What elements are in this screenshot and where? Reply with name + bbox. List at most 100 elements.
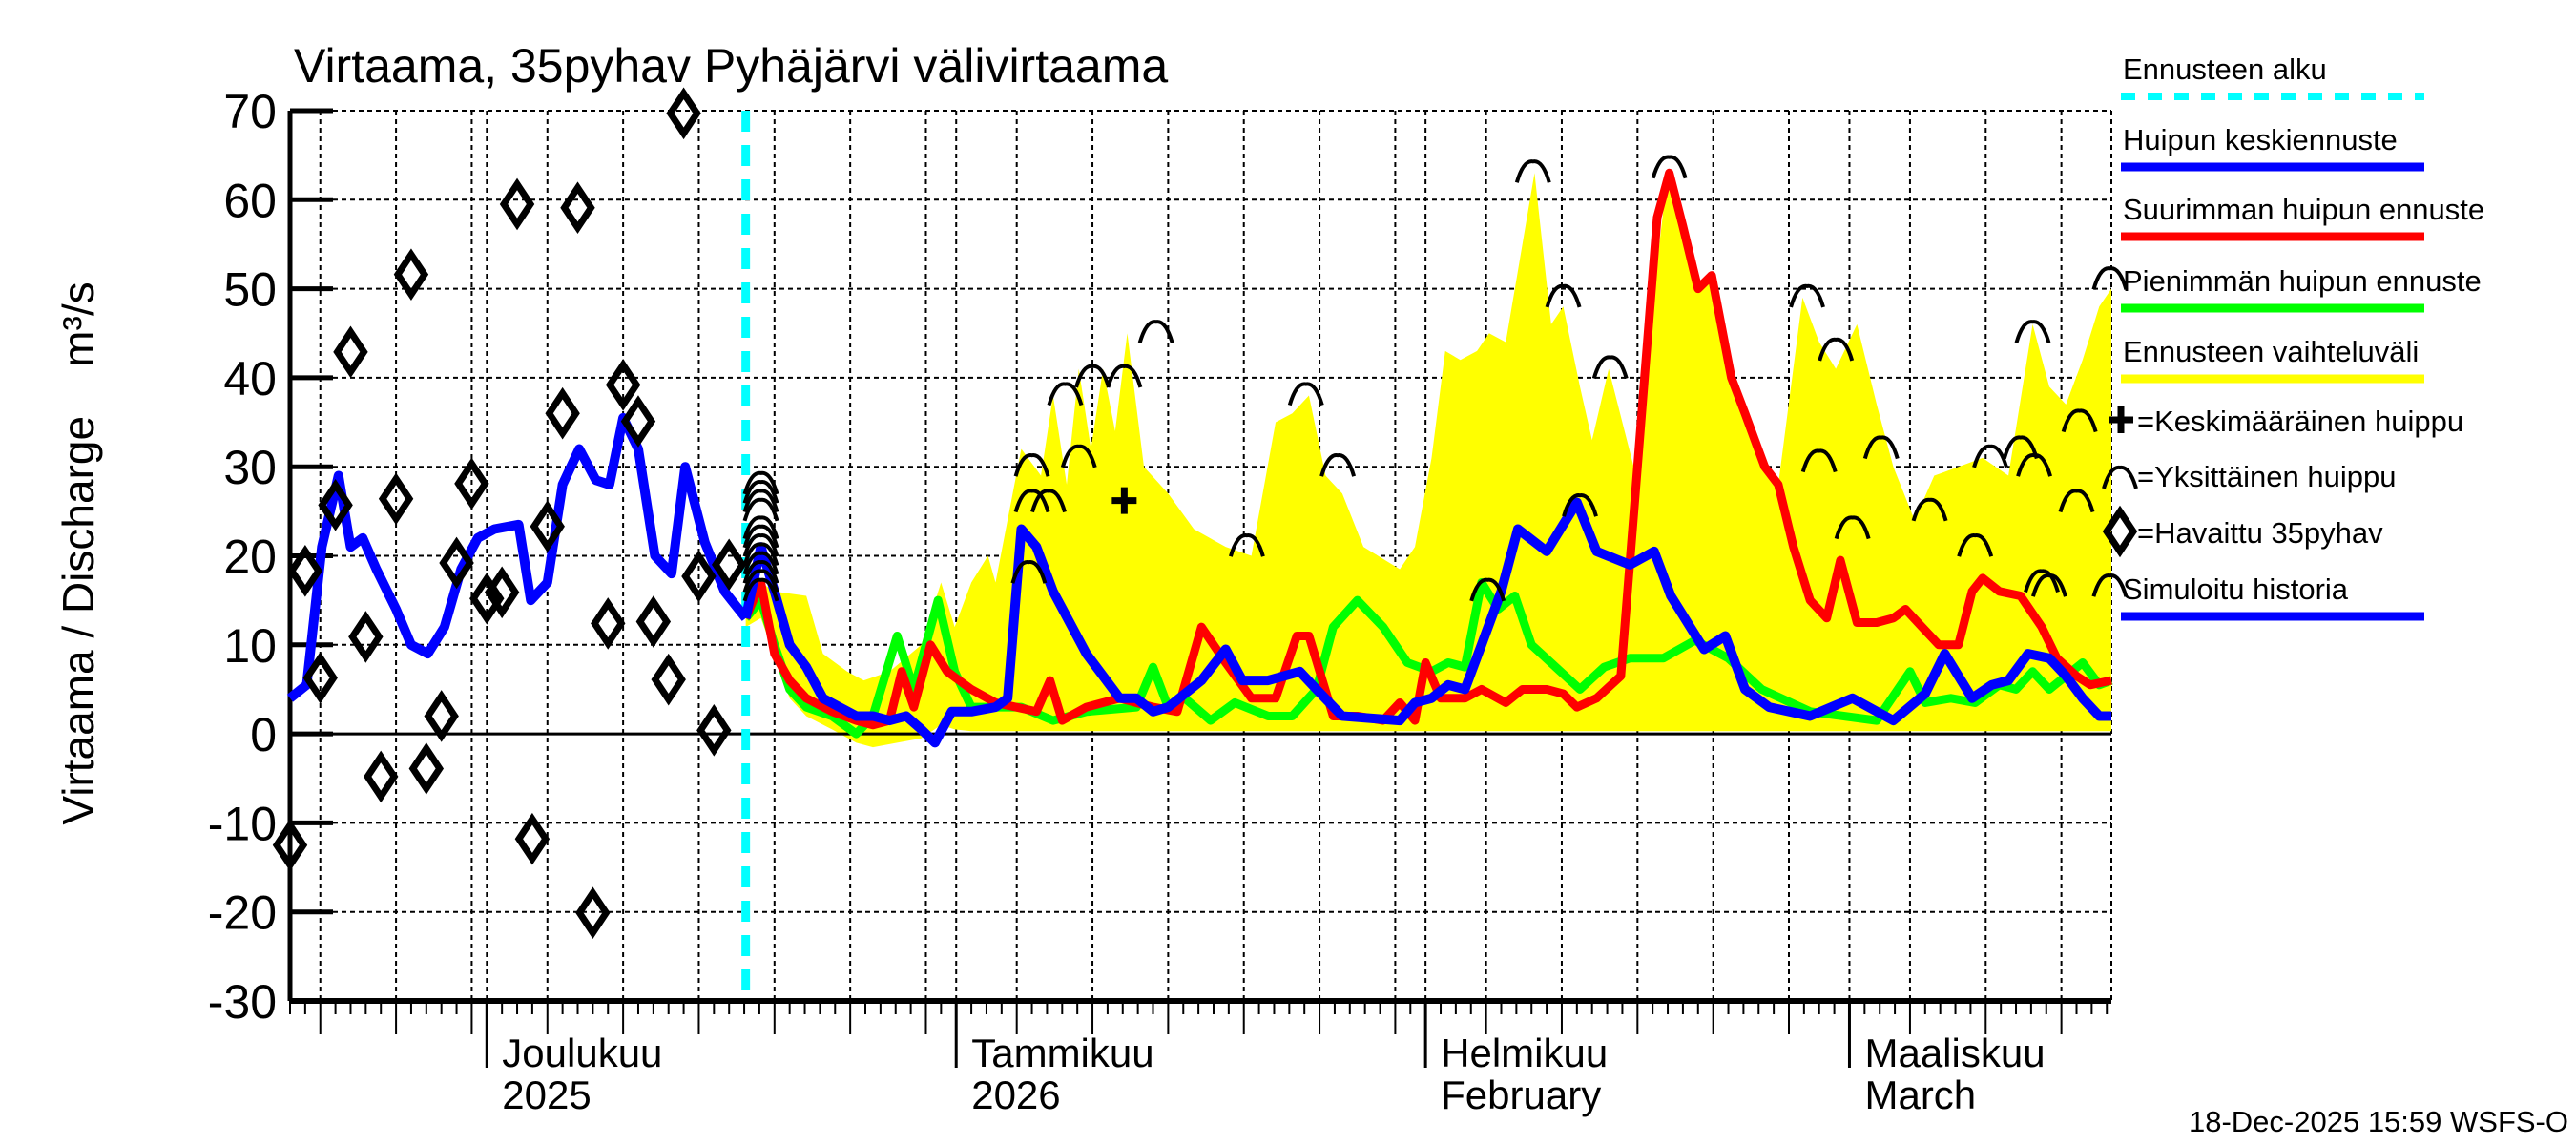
single-peak-marker	[2024, 569, 2060, 593]
single-peak-marker	[1862, 435, 1900, 460]
single-peak-marker	[1030, 489, 1067, 513]
single-peak-marker	[1545, 283, 1582, 308]
observed-point	[499, 177, 535, 231]
y-tick-label: -10	[208, 797, 277, 850]
legend-label-mean_peak: =Keskimääräinen huippu	[2137, 405, 2463, 438]
single-peak-marker	[1010, 560, 1048, 584]
single-peak-marker	[742, 470, 779, 495]
observed-point	[469, 572, 505, 625]
observed-point	[666, 87, 701, 140]
single-peak-marker	[1834, 515, 1871, 540]
observed-point	[287, 545, 323, 597]
observed-point	[272, 819, 308, 872]
single-peak-marker	[1562, 493, 1598, 517]
single-peak-marker	[1106, 364, 1143, 388]
single-peak-marker	[1957, 533, 1994, 557]
y-tick-label: 30	[223, 441, 277, 494]
observed-point	[514, 812, 551, 865]
observed-point	[635, 595, 672, 648]
single-peak-marker	[742, 515, 779, 540]
single-peak-marker	[1800, 448, 1838, 473]
observed-point	[530, 500, 565, 553]
y-tick-label: 0	[250, 708, 277, 761]
x-month-label: Maaliskuu	[1864, 1030, 2045, 1075]
chart-title: Virtaama, 35pyhav Pyhäjärvi välivirtaama	[294, 39, 1168, 93]
single-peak-marker	[742, 542, 779, 567]
markers	[272, 87, 2129, 939]
single-peak-marker	[1287, 382, 1324, 406]
single-peak-marker	[1060, 444, 1097, 468]
observed-point	[348, 611, 384, 663]
observed-point	[681, 550, 717, 603]
single-peak-marker	[742, 533, 779, 557]
x-month-label: Tammikuu	[971, 1030, 1153, 1075]
y-tick-label: -30	[208, 975, 277, 1029]
legend-label-history: Simuloitu historia	[2123, 572, 2349, 606]
single-peak-marker	[2091, 266, 2129, 290]
single-peak-marker	[1651, 155, 1688, 179]
legend-arc-icon	[2102, 465, 2138, 489]
observed-point	[591, 597, 626, 650]
legend-label-min: Pienimmän huipun ennuste	[2123, 264, 2482, 298]
single-peak-marker	[742, 577, 779, 602]
series-lines	[286, 111, 2113, 1001]
y-axis-label: Virtaama / Discharge m³/s	[53, 281, 103, 824]
single-peak-marker	[2031, 573, 2067, 597]
legend: Ennusteen alku Huipun keskiennuste Suurimm…	[2102, 52, 2484, 621]
series-line-history	[286, 412, 750, 702]
single-peak-marker	[742, 569, 779, 593]
observed-point	[651, 653, 686, 706]
y-tick-label: 50	[223, 263, 277, 317]
grid	[290, 110, 2112, 1002]
y-tick-label: 60	[223, 174, 277, 227]
observed-point	[393, 248, 429, 301]
x-year-label: March	[1864, 1072, 1976, 1117]
single-peak-marker	[742, 551, 779, 575]
single-peak-marker	[2002, 435, 2039, 460]
legend-label-forecast_start: Ennusteen alku	[2123, 52, 2327, 86]
x-month-label: Joulukuu	[502, 1030, 662, 1075]
observed-point	[302, 652, 338, 704]
y-tick-label: 20	[223, 531, 277, 584]
forecast-range-band	[745, 173, 2111, 748]
single-peak-marker	[1228, 533, 1265, 557]
single-peak-marker	[2016, 453, 2052, 477]
y-tick-label: 40	[223, 352, 277, 406]
observed-point	[439, 536, 474, 590]
legend-diamond-icon	[2102, 505, 2138, 558]
observed-point	[408, 742, 445, 795]
observed-point	[711, 538, 747, 592]
legend-label-band: Ennusteen vaihteluväli	[2123, 335, 2419, 368]
single-peak-marker	[2014, 320, 2051, 344]
observed-point	[575, 886, 611, 939]
legend-label-single_peak: =Yksittäinen huippu	[2137, 460, 2396, 493]
single-peak-marker	[742, 497, 779, 522]
single-peak-marker	[2061, 408, 2098, 433]
single-peak-marker	[1514, 159, 1551, 183]
single-peak-marker	[1137, 320, 1174, 344]
single-peak-marker	[742, 524, 779, 549]
single-peak-marker	[1319, 453, 1357, 477]
single-peak-marker	[2091, 573, 2129, 597]
legend-plus-icon	[2109, 406, 2133, 433]
single-peak-marker	[742, 560, 779, 584]
y-tick-label: 70	[223, 85, 277, 138]
observed-point	[696, 704, 732, 757]
single-peak-marker	[1818, 337, 1855, 362]
observed-point	[424, 690, 459, 742]
mean-peak-marker	[1111, 487, 1137, 514]
single-peak-marker	[1469, 577, 1506, 602]
series-line-max	[741, 168, 2112, 730]
single-peak-marker	[1013, 453, 1050, 477]
observed-point	[484, 566, 520, 619]
single-peak-marker	[1013, 489, 1050, 513]
observed-point	[545, 386, 580, 440]
observed-point	[454, 457, 489, 510]
observed-point	[560, 181, 595, 235]
x-year-label: February	[1441, 1072, 1601, 1117]
single-peak-marker	[1074, 364, 1111, 388]
observed-point	[605, 359, 641, 411]
single-peak-marker	[742, 480, 779, 504]
